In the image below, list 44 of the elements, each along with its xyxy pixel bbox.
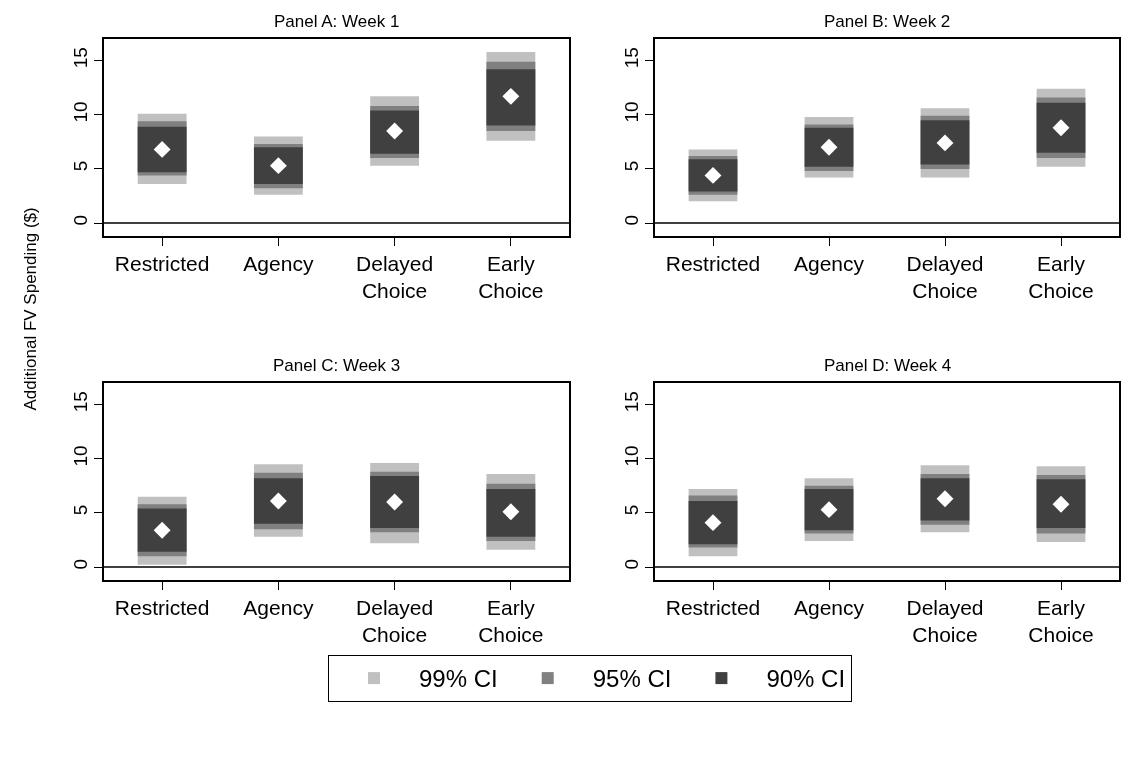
x-tick-label: Agency xyxy=(793,251,865,275)
y-tick-label: 5 xyxy=(69,504,91,516)
y-tick-label: 5 xyxy=(69,160,91,172)
y-tick-label: 0 xyxy=(69,558,91,570)
y-tick-label: 0 xyxy=(620,214,642,226)
x-tick-label: Early Choice xyxy=(478,595,544,647)
x-tick-label: Delayed Choice xyxy=(906,251,984,303)
y-tick-label: 5 xyxy=(620,504,642,516)
x-tick-label: Early Choice xyxy=(1028,595,1094,647)
chart-title: Panel C: Week 3 xyxy=(273,356,401,375)
y-tick-label: 10 xyxy=(620,445,642,467)
x-tick-label: Restricted xyxy=(114,251,210,275)
y-tick-label: 15 xyxy=(620,47,642,69)
bar xyxy=(486,489,536,537)
y-tick-label: 10 xyxy=(620,101,642,123)
legend-label: 95% CI xyxy=(592,665,672,693)
y-tick-label: 15 xyxy=(620,391,642,413)
y-tick-label: 15 xyxy=(69,391,91,413)
y-tick-label: 5 xyxy=(620,160,642,172)
y-tick-label: 10 xyxy=(69,445,91,467)
y-tick-label: 15 xyxy=(69,47,91,69)
x-tick-label: Early Choice xyxy=(1028,251,1094,303)
chart-title: Panel D: Week 4 xyxy=(824,356,952,375)
bar xyxy=(1036,102,1086,153)
x-tick-label: Restricted xyxy=(665,251,761,275)
x-tick-label: Agency xyxy=(243,251,314,275)
chart-title: Panel A: Week 1 xyxy=(274,12,400,31)
x-tick-label: Restricted xyxy=(114,595,210,619)
bar xyxy=(253,478,303,524)
x-tick-label: Restricted xyxy=(665,595,761,619)
x-tick-label: Early Choice xyxy=(478,251,544,303)
y-axis-title: Additional FV Spending ($) xyxy=(20,207,40,411)
x-tick-label: Delayed Choice xyxy=(356,251,434,303)
y-tick-label: 0 xyxy=(620,558,642,570)
x-tick-label: Delayed Choice xyxy=(906,595,984,647)
y-tick-label: 10 xyxy=(69,101,91,123)
legend-label: 90% CI xyxy=(766,665,846,693)
y-tick-label: 0 xyxy=(69,214,91,226)
chart-title: Panel B: Week 2 xyxy=(824,12,951,31)
bar xyxy=(486,69,536,126)
legend-label: 99% CI xyxy=(419,665,498,693)
x-tick-label: Agency xyxy=(793,595,865,619)
x-tick-label: Agency xyxy=(243,595,314,619)
x-tick-label: Delayed Choice xyxy=(356,595,434,647)
